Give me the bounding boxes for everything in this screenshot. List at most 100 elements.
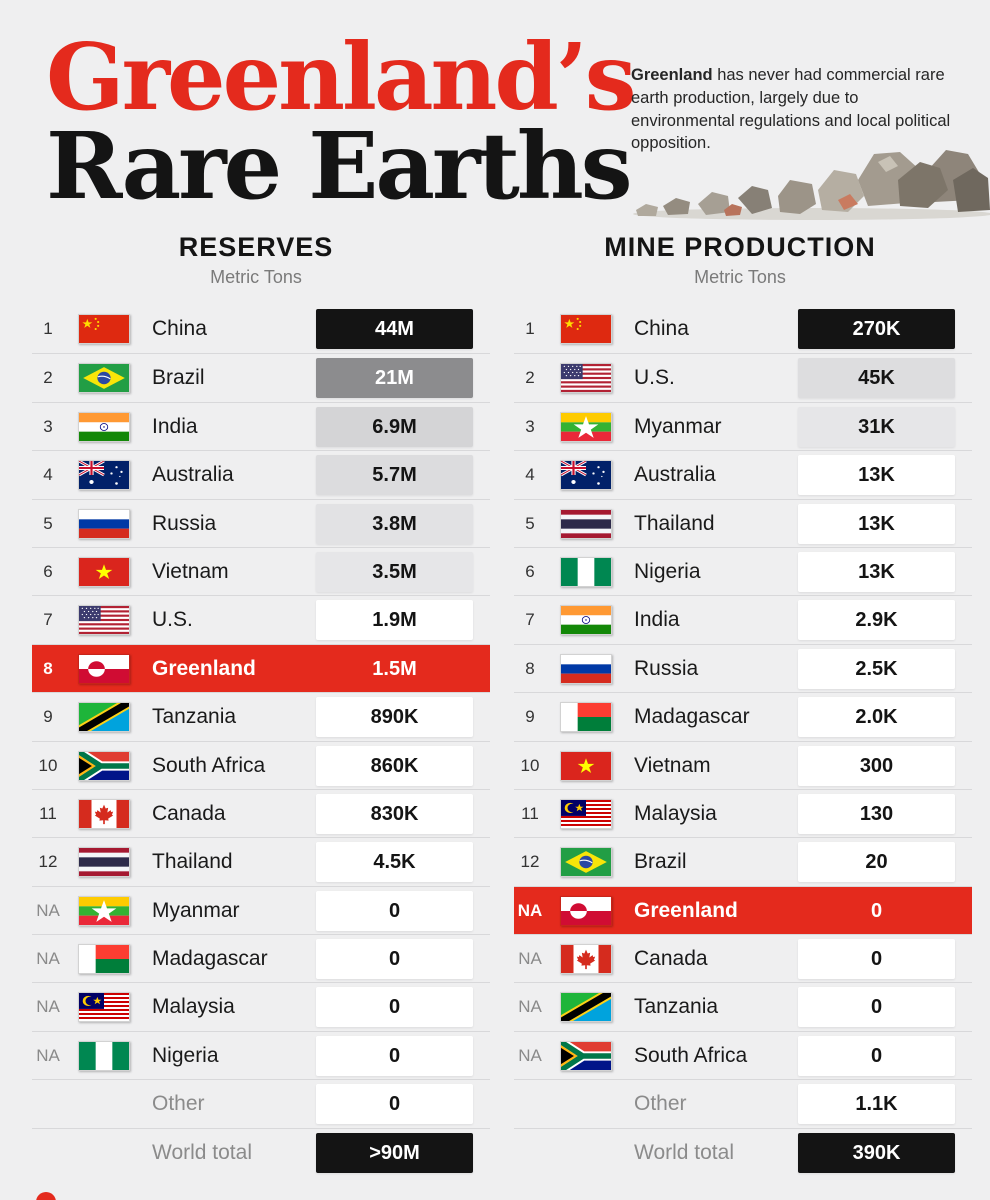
title-line-2: Rare Earths [46,111,633,220]
malaysia-flag-icon [560,798,612,829]
rank-label: 10 [520,755,540,775]
country-label: U.S. [152,608,193,632]
greenland-flag-icon [78,653,130,684]
rank-label: 6 [43,561,53,581]
country-label: Other [634,1092,687,1116]
brazil-flag-icon [560,847,612,878]
value-cell: 2.5K [798,648,955,689]
vietnam-flag-icon [560,750,612,781]
value-cell: 0 [316,939,473,980]
table-row: 3 India 6.9M [32,401,490,450]
madagascar-flag-icon [78,944,130,975]
country-label: Greenland [634,898,738,922]
country-label: Tanzania [634,995,719,1019]
table-row: NA Madagascar 0 [32,934,490,982]
value-cell: 4.5K [316,842,473,883]
rank-label: NA [36,900,60,920]
rank-label: 8 [43,658,53,678]
value-cell: 2.9K [798,600,955,641]
value-cell: 45K [798,358,955,399]
value-cell: 2.0K [798,697,955,738]
rank-label: 5 [43,513,53,533]
value-cell: 0 [870,899,883,922]
value-cell: 300 [798,745,955,786]
country-label: India [152,414,198,438]
myanmar-flag-icon [78,895,130,926]
table-row: 12 Brazil 20 [514,837,972,885]
country-label: Thailand [152,850,233,874]
table-row: 9 Tanzania 890K [32,692,490,740]
value-cell: >90M [316,1132,473,1173]
rank-label: 1 [525,319,535,338]
table-row: 8 Greenland 1.5M [32,643,490,693]
value-cell: 0 [316,1084,473,1125]
rank-label: 1 [43,319,53,338]
value-cell: 13K [798,455,955,496]
country-label: Myanmar [634,414,722,438]
rank-label: 2 [525,368,535,388]
table-row: NA Nigeria 0 [32,1030,490,1079]
value-cell: 20 [798,842,955,883]
country-label: Canada [152,801,226,825]
table-row: 9 Madagascar 2.0K [514,692,972,740]
production-title: MINE PRODUCTION [604,232,876,262]
value-cell: 0 [316,987,473,1028]
thailand-flag-icon [560,508,612,539]
reserves-title: RESERVES [178,232,334,262]
production-header: MINE PRODUCTION Metric Tons [580,232,900,288]
table-row: Other 0 [32,1079,490,1127]
table-row: 11 Canada 830K [32,788,490,837]
value-cell: 1.1K [798,1084,955,1125]
table-row: 2 Brazil 21M [32,353,490,401]
country-label: U.S. [634,366,675,390]
table-row: 6 Nigeria 13K [514,546,972,595]
country-label: World total [634,1140,734,1164]
table-row: 5 Thailand 13K [514,498,972,547]
production-subtitle: Metric Tons [694,267,786,287]
us-flag-icon [78,605,130,636]
table-row: 10 Vietnam 300 [514,740,972,789]
country-label: World total [152,1140,252,1164]
table-row: 1 China 270K [514,305,972,353]
table-row: NA South Africa 0 [514,1030,972,1079]
malaysia-flag-icon [78,992,130,1023]
value-cell: 0 [798,939,955,980]
value-cell: 390K [798,1132,955,1173]
tanzania-flag-icon [78,702,130,733]
value-cell: 44M [316,309,473,349]
rank-label: NA [518,997,542,1017]
canada-flag-icon [78,798,130,829]
rank-label: 11 [39,803,57,823]
canada-flag-icon [560,944,612,975]
table-row: 7 U.S. 1.9M [32,595,490,643]
table-row: World total >90M [32,1127,490,1176]
table-row: 5 Russia 3.8M [32,498,490,547]
country-label: Vietnam [152,559,229,583]
table-row: Other 1.1K [514,1079,972,1127]
country-label: Russia [152,511,217,535]
value-cell: 0 [798,987,955,1028]
value-cell: 31K [798,406,955,447]
country-label: Vietnam [634,753,711,777]
value-cell: 0 [316,890,473,931]
china-flag-icon [78,314,130,344]
rank-label: 9 [43,707,53,727]
value-cell: 0 [798,1035,955,1076]
intro-bold: Greenland [631,66,713,84]
country-label: Russia [634,656,699,680]
country-label: Australia [152,463,234,487]
india-flag-icon [560,605,612,636]
value-cell: 3.8M [316,503,473,544]
table-row: NA Greenland 0 [514,885,972,935]
country-label: Malaysia [152,995,235,1019]
reserves-subtitle: Metric Tons [210,267,302,287]
thailand-flag-icon [78,847,130,878]
value-cell: 830K [316,793,473,834]
table-row: World total 390K [514,1127,972,1176]
us-flag-icon [560,363,612,394]
australia-flag-icon [560,460,612,491]
country-label: Nigeria [634,559,701,583]
table-row: 7 India 2.9K [514,595,972,643]
country-label: Malaysia [634,801,717,825]
production-table: 1 China 270K 2 U.S. 45K 3 Myanmar 31K 4 Australia 1… [514,305,972,1176]
